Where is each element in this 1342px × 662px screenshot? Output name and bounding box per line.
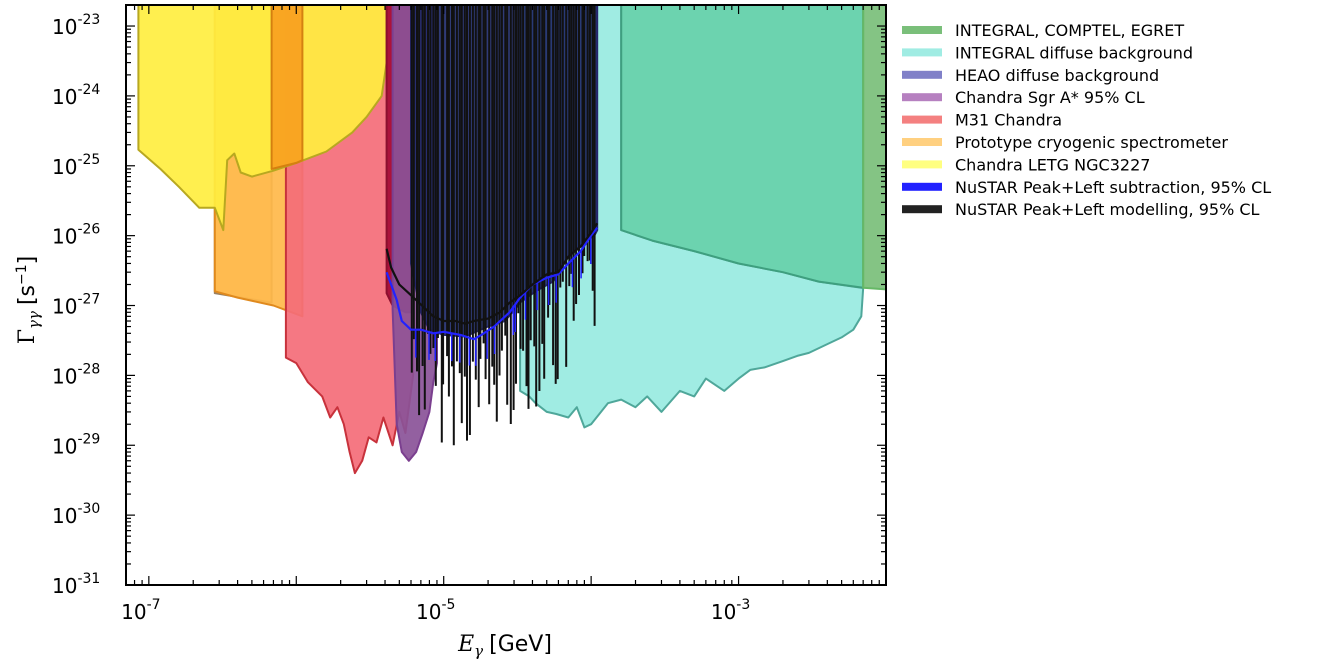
- y-tick-label: 10-30: [52, 501, 100, 528]
- nustar-lines: [385, 222, 599, 341]
- legend-label-nustar-peak-left-subtraction-95-cl: NuSTAR Peak+Left subtraction, 95% CL: [955, 178, 1271, 197]
- x-tick-label: 10-7: [121, 597, 160, 624]
- tick-labels: 10-7 10-5 10-3 10-31 10-30 10-29 10-28 10-27 10-…: [52, 12, 750, 624]
- y-tick-label: 10-25: [52, 152, 100, 179]
- area-chandra-letg-ngc3227: [137, 5, 388, 232]
- line-nustar-peak-left-subtraction-95-cl: [385, 227, 599, 341]
- legend-swatch-nustar-peak-left-subtraction-95-cl: [902, 182, 942, 191]
- x-tick-label: 10-3: [711, 597, 750, 624]
- nustar-spikes: [410, 5, 596, 446]
- legend-swatch-heao-diffuse-background: [902, 70, 942, 79]
- legend: INTEGRAL, COMPTEL, EGRET INTEGRAL diffuse…: [902, 21, 1271, 219]
- y-tick-label: 10-27: [52, 292, 100, 319]
- legend-label-nustar-peak-left-modelling-95-cl: NuSTAR Peak+Left modelling, 95% CL: [955, 200, 1260, 219]
- plot-frame: [125, 4, 887, 586]
- legend-label-prototype-cryogenic-spectrometer: Prototype cryogenic spectrometer: [955, 133, 1228, 152]
- x-tick-label: 10-5: [416, 597, 455, 624]
- area-integral-comptel-egret: [862, 5, 886, 291]
- legend-label-integral-diffuse-background: INTEGRAL diffuse background: [955, 43, 1193, 62]
- y-tick-label: 10-29: [52, 431, 100, 458]
- y-tick-label: 10-31: [52, 571, 100, 598]
- axis-ticks: [125, 4, 887, 586]
- area-chandra-letg-ngc3227-orange: [270, 5, 304, 170]
- legend-swatch-integral-diffuse-background: [902, 48, 942, 57]
- legend-label-m31-chandra: M31 Chandra: [955, 111, 1062, 130]
- legend-swatch-m31-chandra: [902, 115, 942, 124]
- legend-label-chandra-letg-ngc3227: Chandra LETG NGC3227: [955, 155, 1150, 174]
- y-tick-label: 10-28: [52, 361, 100, 388]
- legend-swatch-prototype-cryogenic-spectrometer: [902, 138, 942, 146]
- legend-swatch-chandra-sgr-a-95-cl: [902, 93, 942, 102]
- y-tick-label: 10-26: [52, 222, 100, 249]
- legend-label-heao-diffuse-background: HEAO diffuse background: [955, 66, 1159, 85]
- y-tick-label: 10-23: [52, 12, 100, 39]
- legend-label-integral-comptel-egret: INTEGRAL, COMPTEL, EGRET: [955, 21, 1184, 40]
- legend-swatch-chandra-letg-ngc3227: [902, 160, 942, 169]
- legend-label-chandra-sgr-a-95-cl: Chandra Sgr A* 95% CL: [955, 88, 1145, 107]
- legend-swatch-integral-comptel-egret: [902, 26, 942, 34]
- y-axis-label: Γγγ[s−1]: [14, 256, 43, 344]
- x-axis-label: Eγ [GeV]: [457, 632, 552, 660]
- y-tick-label: 10-24: [52, 82, 100, 109]
- legend-swatch-nustar-peak-left-modelling-95-cl: [902, 205, 942, 214]
- line-nustar-peak-left-modelling-95-cl: [385, 222, 599, 325]
